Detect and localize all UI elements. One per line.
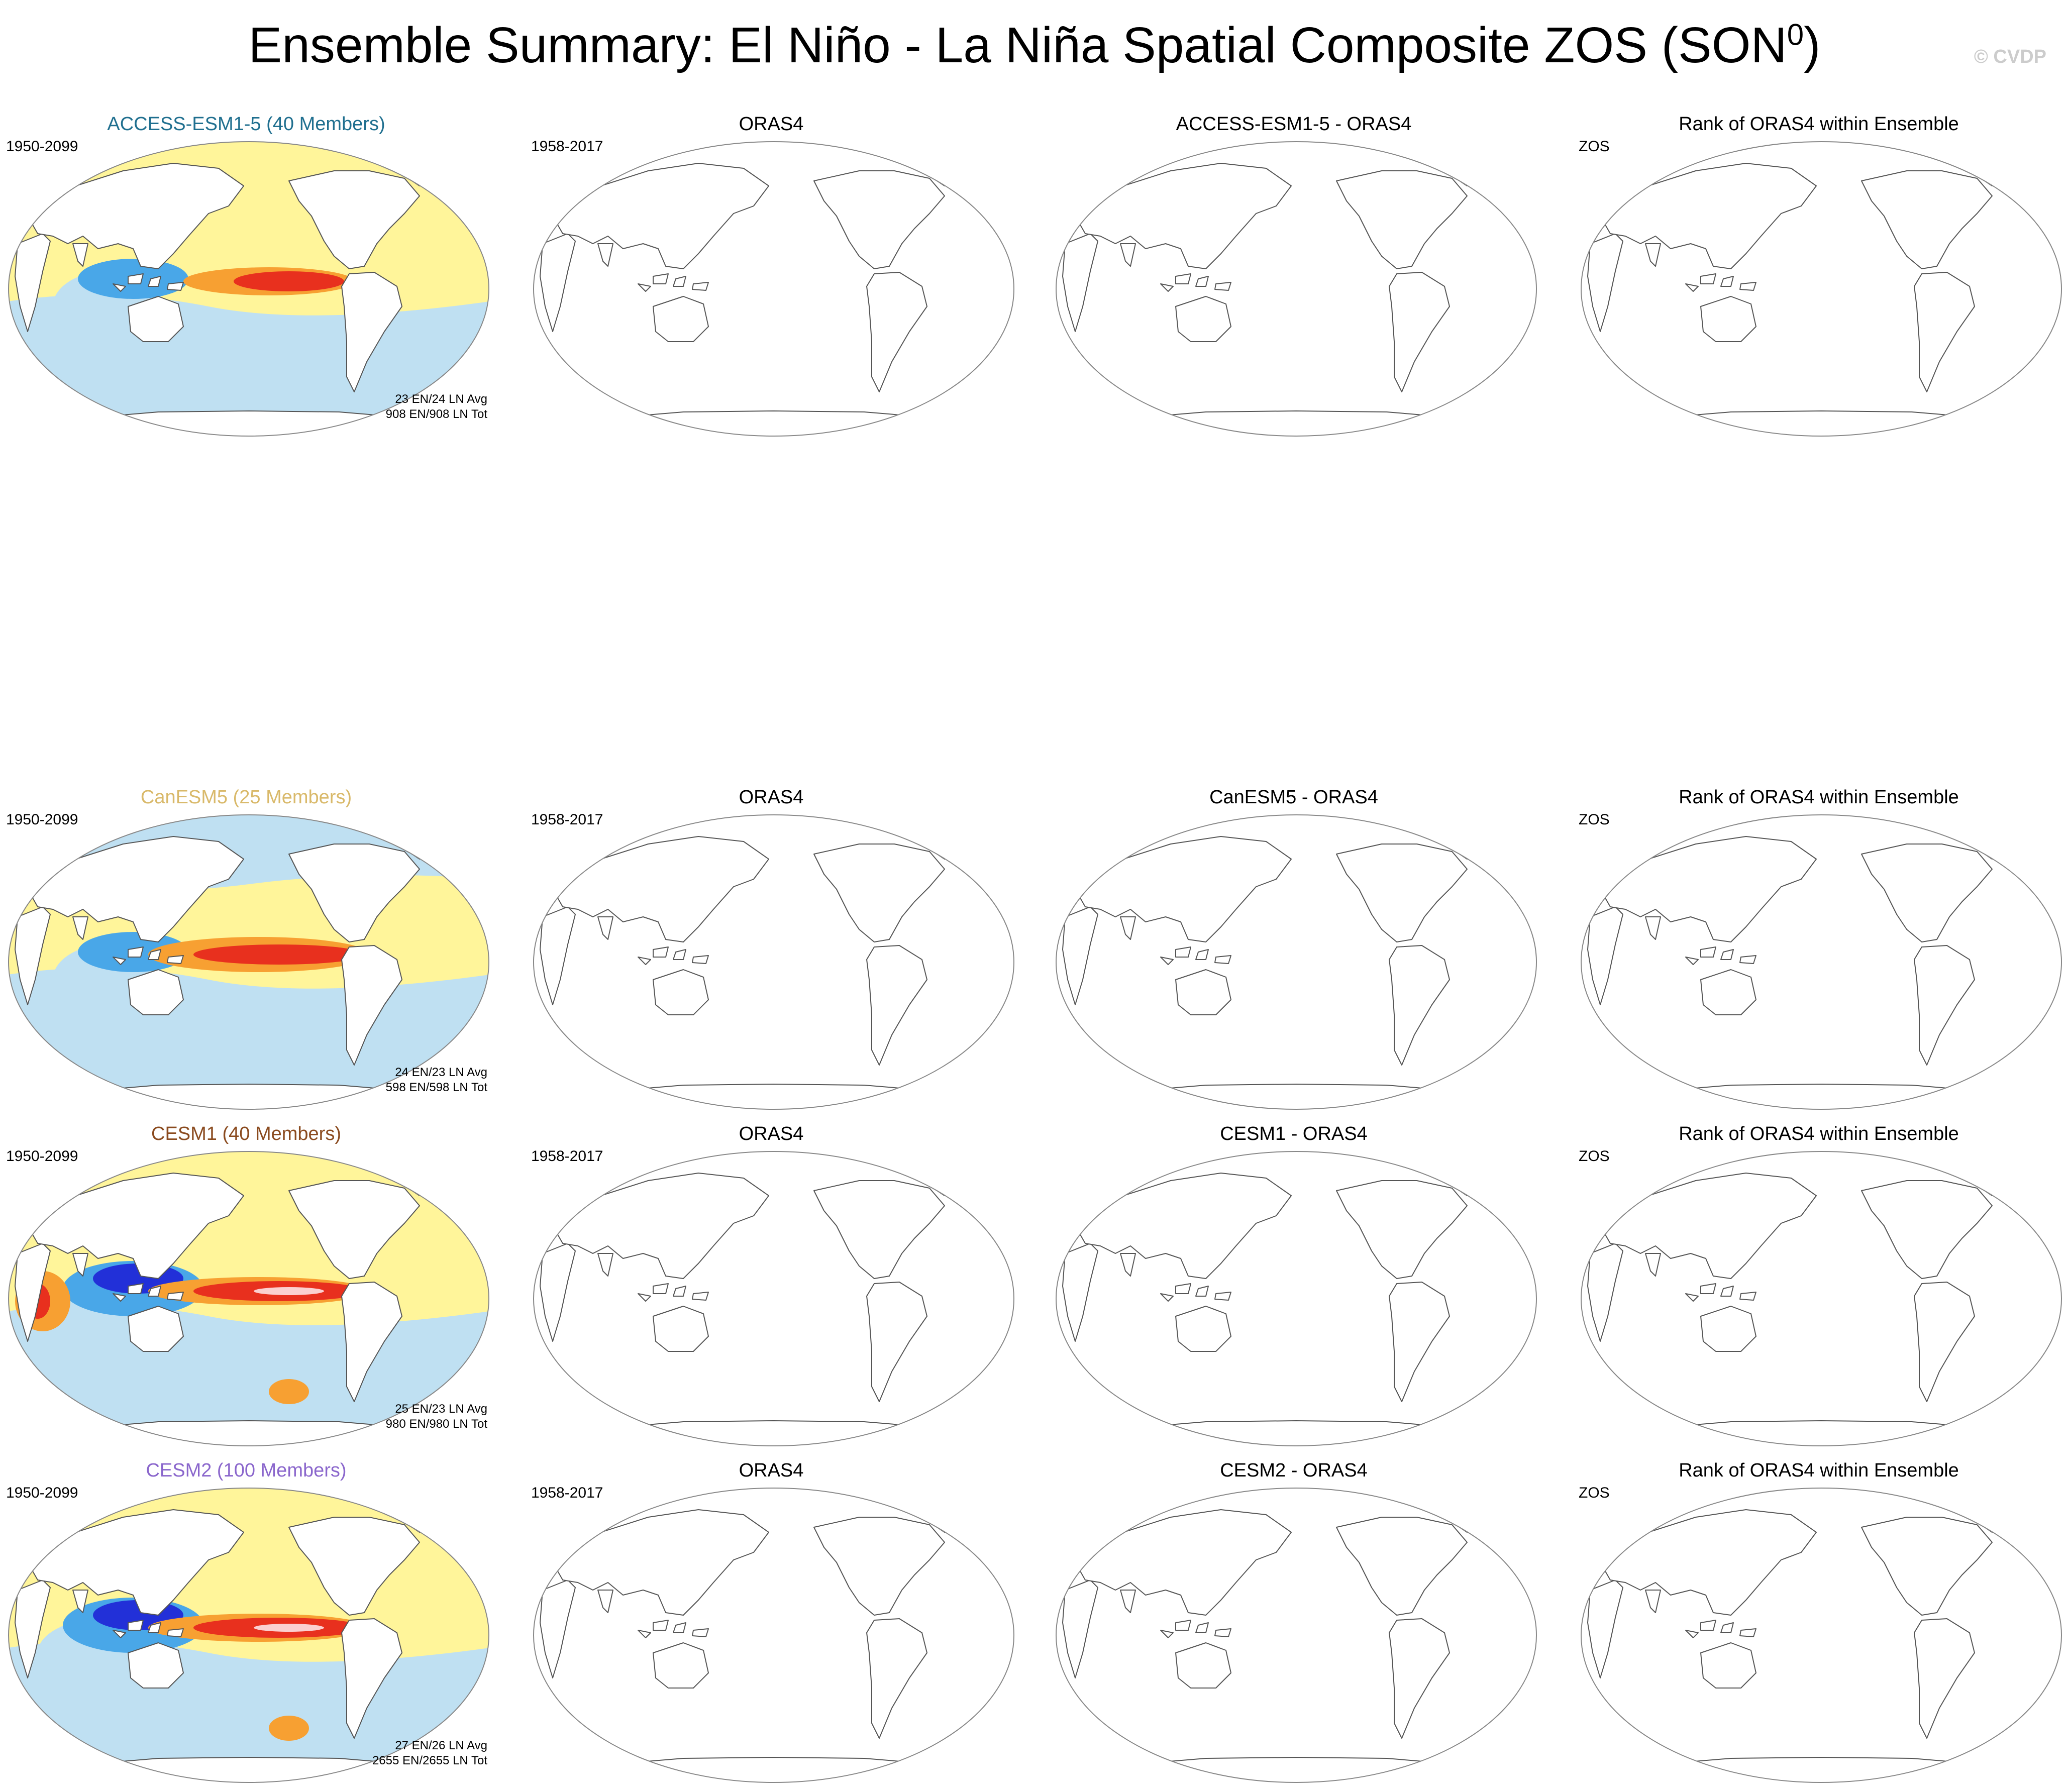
rank-panel-tag: ZOS <box>1579 1148 1610 1165</box>
model-panel-title: ACCESS-ESM1-5 (40 Members) <box>107 114 385 135</box>
panel-model-row-1: ACCESS-ESM1-5 (40 Members) 1950-2099 23 E… <box>0 113 492 445</box>
panel-diff-row-1: ACCESS-ESM1-5 - ORAS4 <box>1048 113 1540 445</box>
figure-title: Ensemble Summary: El Niño - La Niña Spat… <box>0 15 2069 75</box>
stats-total: 2655 EN/2655 LN Tot <box>372 1754 487 1767</box>
obs-panel-title: ORAS4 <box>739 787 804 808</box>
blank-world-map <box>533 814 1015 1110</box>
diff-panel-title: ACCESS-ESM1-5 - ORAS4 <box>1176 114 1412 135</box>
stats-avg: 23 EN/24 LN Avg <box>395 392 487 406</box>
model-panel-tag: 1950-2099 <box>6 1485 78 1501</box>
panel-rank-row-4: Rank of ORAS4 within Ensemble ZOS <box>1573 1459 2065 1791</box>
obs-panel-title: ORAS4 <box>739 1460 804 1481</box>
panel-diff-row-2: CanESM5 - ORAS4 <box>1048 786 1540 1118</box>
panel-obs-row-3: ORAS4 1958-2017 <box>525 1123 1017 1454</box>
panel-diff-row-3: CESM1 - ORAS4 <box>1048 1123 1540 1454</box>
panel-model-row-4: CESM2 (100 Members) 1950-2099 27 EN/26 LN… <box>0 1459 492 1791</box>
rank-panel-title: Rank of ORAS4 within Ensemble <box>1679 114 1959 135</box>
diff-panel-title: CanESM5 - ORAS4 <box>1209 787 1378 808</box>
panel-diff-row-4: CESM2 - ORAS4 <box>1048 1459 1540 1791</box>
blank-world-map <box>1055 1487 1537 1783</box>
rank-panel-title: Rank of ORAS4 within Ensemble <box>1679 1123 1959 1144</box>
obs-panel-tag: 1958-2017 <box>531 1148 603 1165</box>
panel-rank-row-1: Rank of ORAS4 within Ensemble ZOS <box>1573 113 2065 445</box>
rank-panel-tag: ZOS <box>1579 1485 1610 1501</box>
anomaly-map <box>8 1150 490 1447</box>
blank-world-map <box>1580 1150 2062 1447</box>
stats-total: 598 EN/598 LN Tot <box>385 1081 487 1094</box>
title-text: Ensemble Summary: El Niño - La Niña Spat… <box>248 17 1787 73</box>
model-panel-tag: 1950-2099 <box>6 138 78 155</box>
rank-panel-tag: ZOS <box>1579 811 1610 828</box>
blank-world-map <box>533 141 1015 437</box>
blank-world-map <box>1580 1487 2062 1783</box>
title-close: ) <box>1804 17 1821 73</box>
diff-panel-title: CESM1 - ORAS4 <box>1220 1123 1368 1144</box>
obs-panel-title: ORAS4 <box>739 1123 804 1144</box>
panel-model-row-2: CanESM5 (25 Members) 1950-2099 24 EN/23 L… <box>0 786 492 1118</box>
obs-panel-tag: 1958-2017 <box>531 138 603 155</box>
panel-model-row-3: CESM1 (40 Members) 1950-2099 25 EN/23 LN … <box>0 1123 492 1454</box>
stats-avg: 24 EN/23 LN Avg <box>395 1066 487 1079</box>
rank-panel-tag: ZOS <box>1579 138 1610 155</box>
blank-world-map <box>1580 141 2062 437</box>
obs-panel-title: ORAS4 <box>739 114 804 135</box>
blank-world-map <box>1055 1150 1537 1447</box>
blank-world-map <box>1055 141 1537 437</box>
stats-avg: 27 EN/26 LN Avg <box>395 1739 487 1752</box>
blank-world-map <box>1055 814 1537 1110</box>
panel-obs-row-2: ORAS4 1958-2017 <box>525 786 1017 1118</box>
blank-world-map <box>1580 814 2062 1110</box>
panel-rank-row-2: Rank of ORAS4 within Ensemble ZOS <box>1573 786 2065 1118</box>
model-panel-tag: 1950-2099 <box>6 1148 78 1165</box>
anomaly-map <box>8 1487 490 1783</box>
panel-obs-row-1: ORAS4 1958-2017 <box>525 113 1017 445</box>
title-superscript: 0 <box>1787 18 1804 52</box>
copyright-label: © CVDP <box>1974 46 2046 67</box>
rank-panel-title: Rank of ORAS4 within Ensemble <box>1679 787 1959 808</box>
panel-obs-row-4: ORAS4 1958-2017 <box>525 1459 1017 1791</box>
model-panel-title: CESM2 (100 Members) <box>146 1460 347 1481</box>
model-panel-tag: 1950-2099 <box>6 811 78 828</box>
blank-world-map <box>533 1487 1015 1783</box>
stats-avg: 25 EN/23 LN Avg <box>395 1402 487 1416</box>
rank-panel-title: Rank of ORAS4 within Ensemble <box>1679 1460 1959 1481</box>
obs-panel-tag: 1958-2017 <box>531 811 603 828</box>
obs-panel-tag: 1958-2017 <box>531 1485 603 1501</box>
anomaly-map <box>8 141 490 437</box>
model-panel-title: CanESM5 (25 Members) <box>140 787 352 808</box>
model-panel-title: CESM1 (40 Members) <box>151 1123 341 1144</box>
stats-total: 908 EN/908 LN Tot <box>385 407 487 421</box>
anomaly-map <box>8 814 490 1110</box>
panel-rank-row-3: Rank of ORAS4 within Ensemble ZOS <box>1573 1123 2065 1454</box>
diff-panel-title: CESM2 - ORAS4 <box>1220 1460 1368 1481</box>
stats-total: 980 EN/980 LN Tot <box>385 1417 487 1431</box>
blank-world-map <box>533 1150 1015 1447</box>
